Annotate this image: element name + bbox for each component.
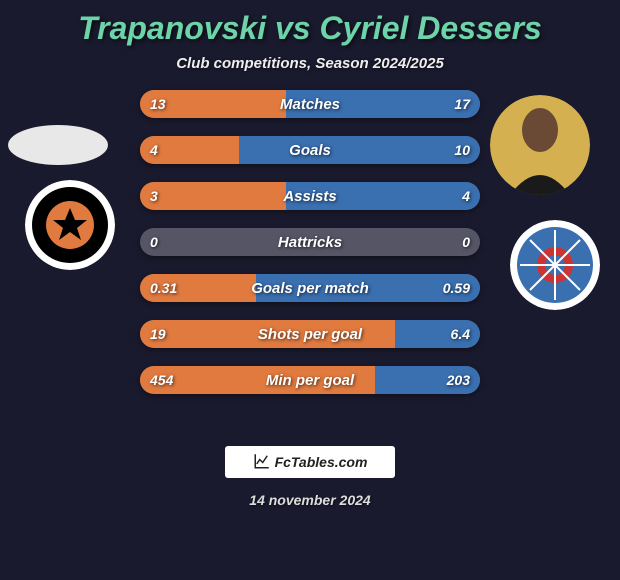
stat-bar-right <box>286 90 480 118</box>
stat-row: Goals per match0.310.59 <box>140 274 480 302</box>
stat-value-left: 3 <box>150 182 158 210</box>
stat-bar-left <box>140 182 286 210</box>
stat-bar-left <box>140 320 395 348</box>
stat-value-right: 6.4 <box>451 320 470 348</box>
chart-icon <box>253 452 271 473</box>
date-label: 14 november 2024 <box>0 492 620 508</box>
right-player-avatar <box>490 95 590 195</box>
stat-value-right: 10 <box>454 136 470 164</box>
comparison-area: Matches1317Goals410Assists34Hattricks00G… <box>0 90 620 430</box>
brand-badge[interactable]: FcTables.com <box>225 446 395 478</box>
stat-value-right: 203 <box>447 366 470 394</box>
stat-row: Goals410 <box>140 136 480 164</box>
page-title: Trapanovski vs Cyriel Dessers <box>0 0 620 47</box>
stat-row: Hattricks0 0 <box>140 228 480 256</box>
stat-value-left: 19 <box>150 320 166 348</box>
brand-text: FcTables.com <box>275 454 368 470</box>
subtitle: Club competitions, Season 2024/2025 <box>0 55 620 72</box>
stat-value-left: 0.31 <box>150 274 177 302</box>
stat-label: Hattricks <box>140 228 480 256</box>
stat-row: Min per goal454203 <box>140 366 480 394</box>
stat-value-right: 17 <box>454 90 470 118</box>
stat-bar-left <box>140 366 375 394</box>
left-club-badge <box>25 180 115 270</box>
stat-bar-right <box>286 182 480 210</box>
stat-row: Shots per goal196.4 <box>140 320 480 348</box>
stat-value-right: 0 <box>462 228 470 256</box>
stat-bar-right <box>239 136 480 164</box>
stat-value-right: 4 <box>462 182 470 210</box>
stat-value-left: 4 <box>150 136 158 164</box>
stat-value-left: 13 <box>150 90 166 118</box>
stat-value-left: 454 <box>150 366 173 394</box>
left-player-avatar <box>8 95 108 195</box>
stat-bars: Matches1317Goals410Assists34Hattricks00G… <box>140 90 480 412</box>
stat-value-right: 0.59 <box>443 274 470 302</box>
right-club-badge <box>510 220 600 310</box>
stat-row: Matches1317 <box>140 90 480 118</box>
stat-row: Assists34 <box>140 182 480 210</box>
stat-value-left: 0 <box>150 228 158 256</box>
